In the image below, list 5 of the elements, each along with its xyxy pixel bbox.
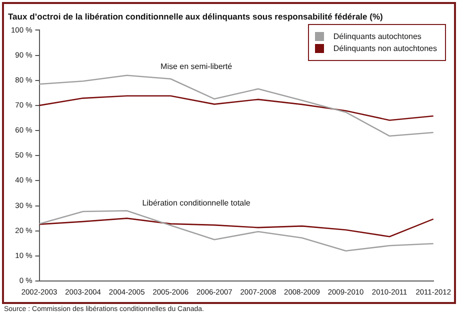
chart-title: Taux d’octroi de la libération conditionnelle aux délinquants sous responsabilité fédérale (%) bbox=[8, 11, 384, 22]
legend-label: Délinquants autochtones bbox=[333, 32, 422, 41]
legend-label: Délinquants non autochtones bbox=[333, 44, 437, 53]
annotation: Mise en semi-liberté bbox=[160, 62, 233, 72]
annotation: Libération conditionnelle totale bbox=[142, 198, 251, 208]
